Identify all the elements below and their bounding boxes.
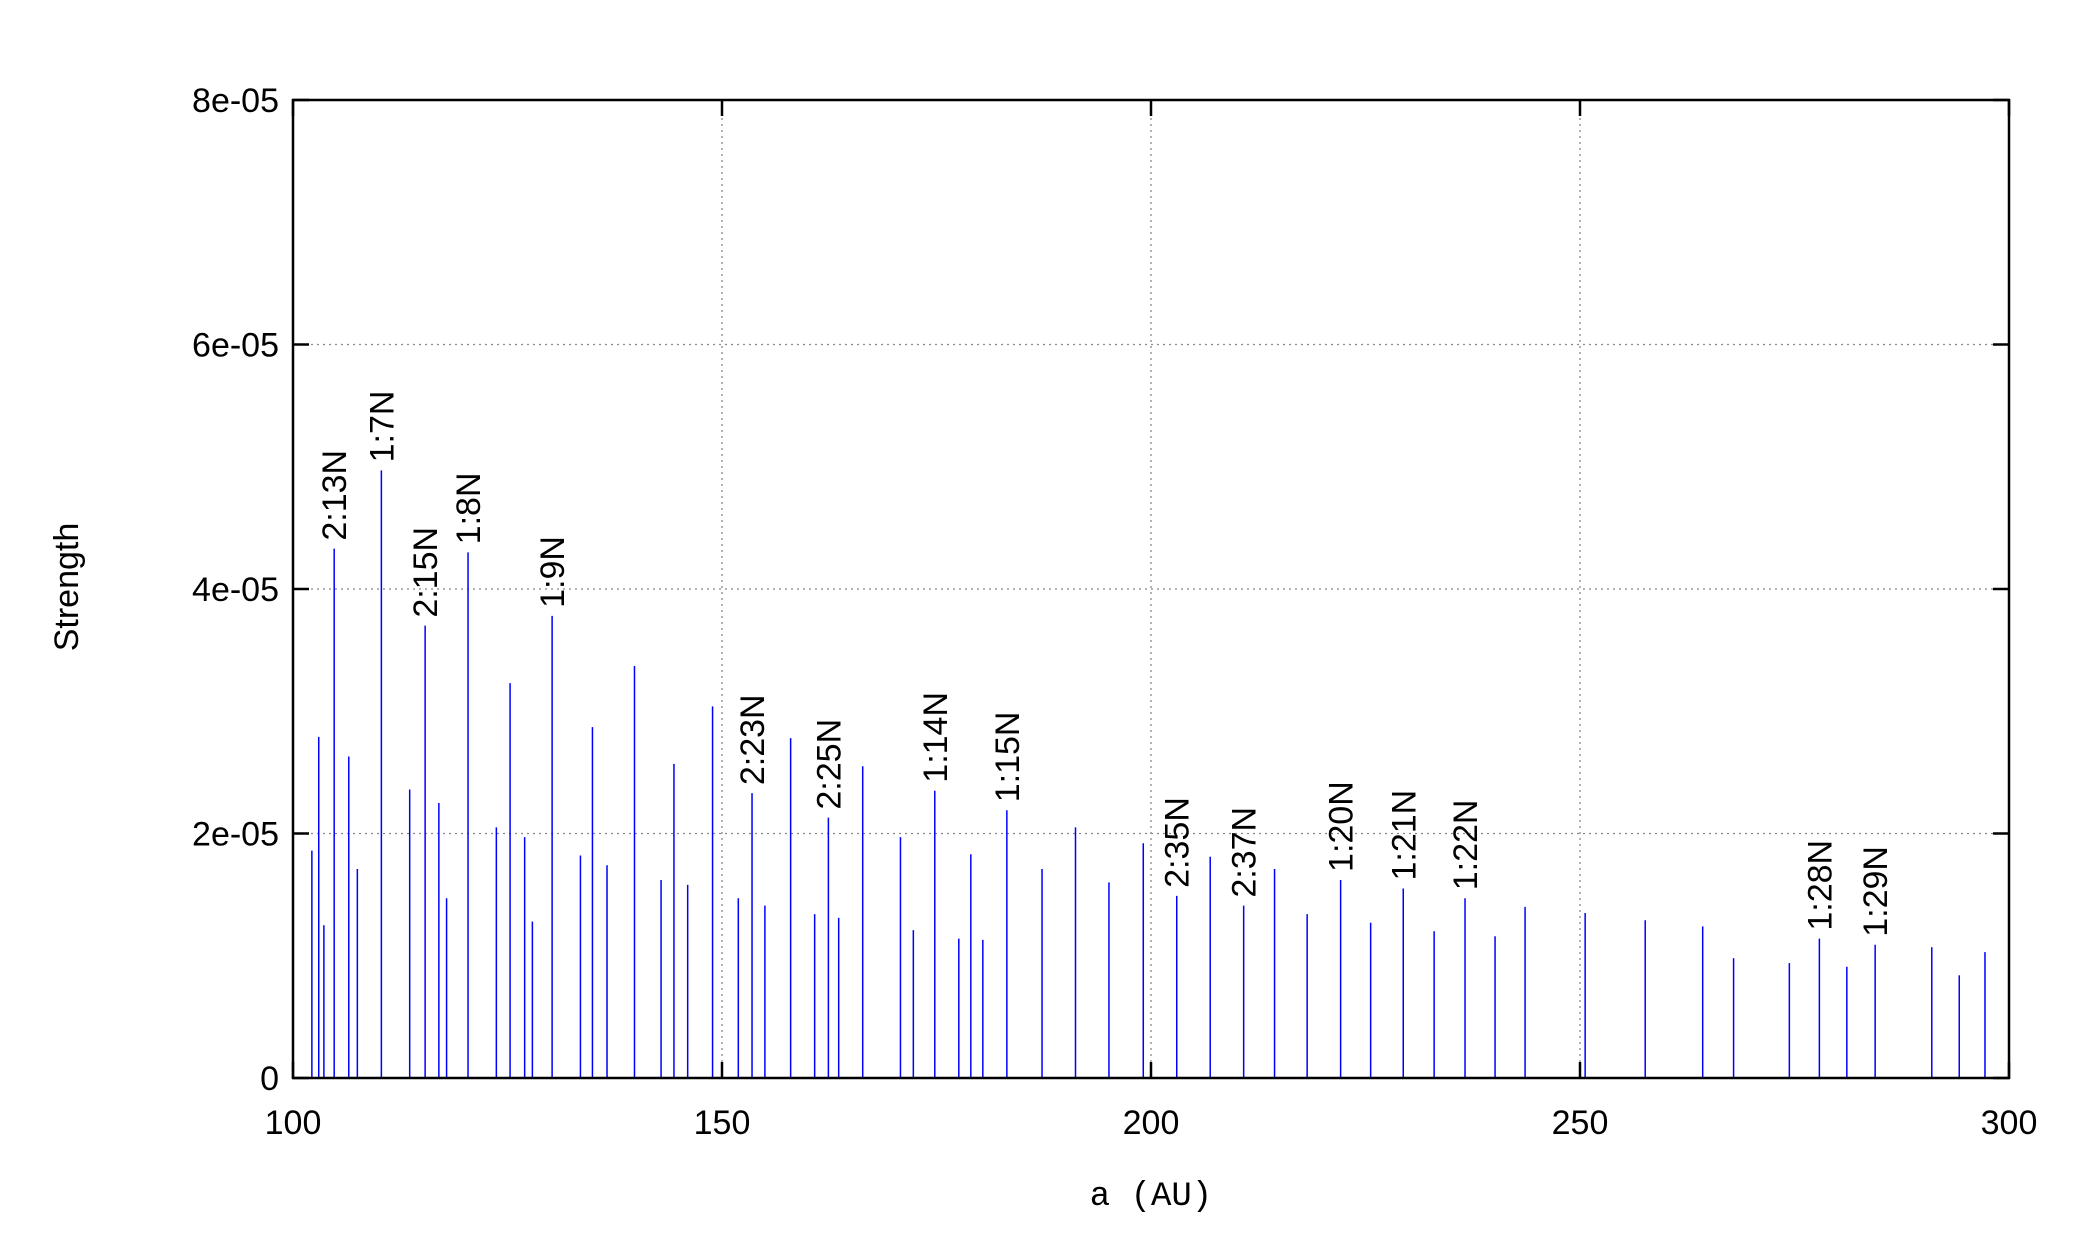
- resonance-label: 2:23N: [734, 694, 772, 785]
- resonance-label: 2:25N: [810, 719, 848, 810]
- x-tick-label: 150: [694, 1104, 751, 1142]
- resonance-label: 1:21N: [1385, 790, 1423, 881]
- resonance-label: 2:13N: [316, 450, 354, 541]
- x-axis-label: a (AU): [1090, 1178, 1212, 1216]
- y-tick-label: 6e-05: [192, 327, 279, 365]
- y-tick-label: 4e-05: [192, 571, 279, 609]
- resonance-label: 1:15N: [989, 712, 1027, 803]
- resonance-label: 1:8N: [450, 472, 488, 544]
- x-tick-label: 250: [1552, 1104, 1609, 1142]
- resonance-label: 1:28N: [1801, 840, 1839, 931]
- x-tick-label: 200: [1123, 1104, 1180, 1142]
- y-tick-label: 0: [260, 1060, 279, 1098]
- y-tick-label: 2e-05: [192, 816, 279, 854]
- resonance-label: 2:37N: [1226, 807, 1264, 898]
- x-tick-label: 100: [265, 1104, 322, 1142]
- y-tick-label: 8e-05: [192, 82, 279, 120]
- resonance-label: 1:14N: [917, 692, 955, 783]
- resonance-label: 1:22N: [1447, 800, 1485, 891]
- x-tick-label: 300: [1981, 1104, 2038, 1142]
- plot-frame: [291, 98, 2011, 1080]
- y-axis-label: Strength: [48, 523, 86, 652]
- resonance-label: 2:35N: [1159, 797, 1197, 888]
- resonance-label: 1:29N: [1857, 846, 1895, 937]
- resonance-label: 1:20N: [1323, 781, 1361, 872]
- resonance-label: 1:7N: [363, 391, 401, 463]
- resonance-label: 1:9N: [534, 536, 572, 608]
- resonance-label: 2:15N: [407, 527, 445, 618]
